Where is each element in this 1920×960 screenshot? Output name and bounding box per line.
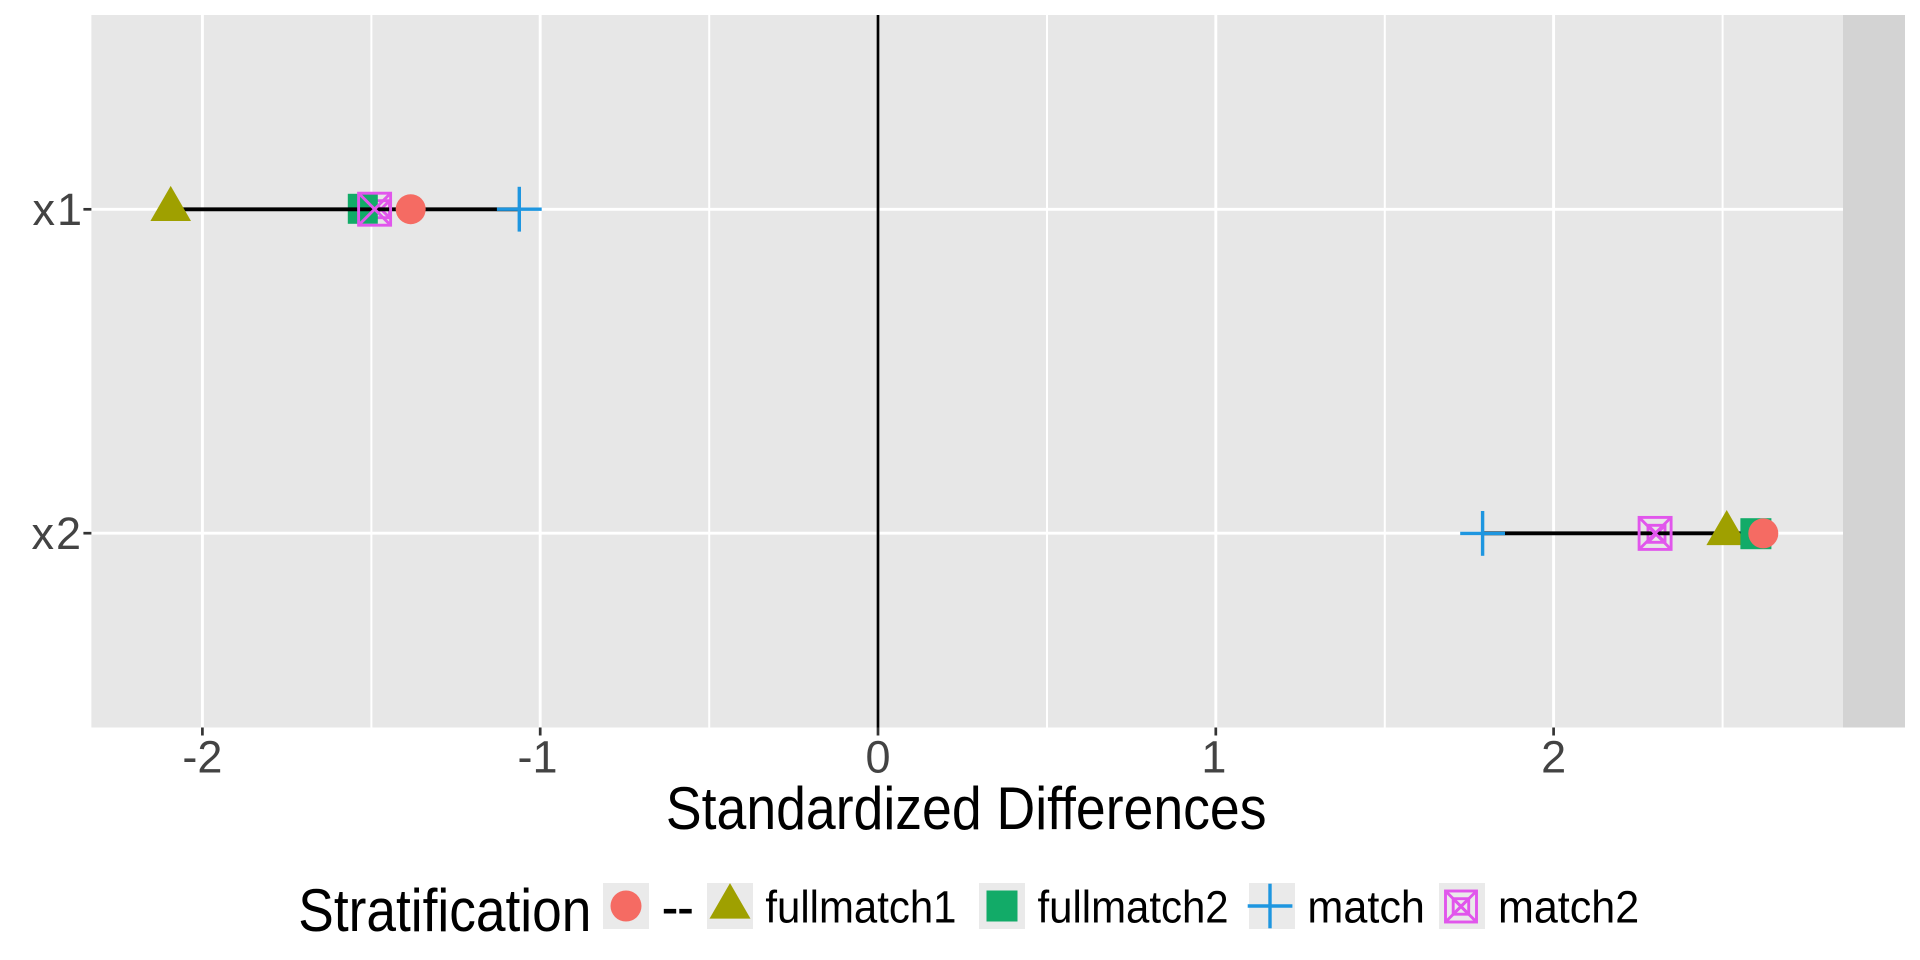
svg-text:2: 2 bbox=[1541, 731, 1566, 782]
svg-text:x1: x1 bbox=[32, 184, 84, 235]
svg-text:match: match bbox=[1307, 883, 1424, 933]
svg-text:match2: match2 bbox=[1498, 883, 1639, 933]
svg-text:x2: x2 bbox=[31, 508, 83, 559]
svg-text:fullmatch2: fullmatch2 bbox=[1038, 883, 1229, 933]
svg-text:-2: -2 bbox=[182, 731, 222, 782]
svg-text:1: 1 bbox=[1201, 731, 1226, 782]
svg-text:-1: -1 bbox=[517, 731, 557, 782]
svg-text:Stratification: Stratification bbox=[298, 878, 591, 945]
svg-text:fullmatch1: fullmatch1 bbox=[765, 883, 956, 933]
svg-text:Standardized Differences: Standardized Differences bbox=[666, 776, 1267, 842]
svg-text:0: 0 bbox=[865, 731, 890, 782]
